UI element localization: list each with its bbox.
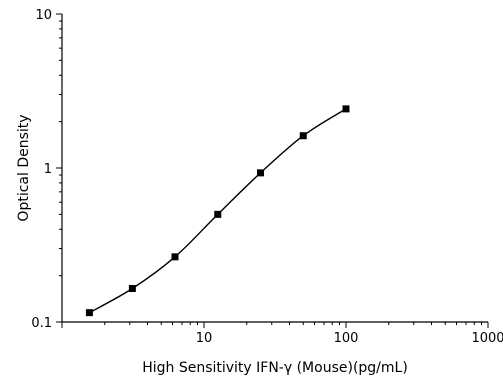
y-tick-label: 10: [35, 8, 52, 23]
y-tick-label: 1: [44, 162, 52, 177]
x-tick-label: 100: [334, 331, 359, 346]
x-axis-label: High Sensitivity IFN-γ (Mouse)(pg/mL): [142, 360, 408, 376]
data-point: [342, 105, 350, 113]
axes: [56, 13, 489, 328]
fit-curve-layer: [89, 108, 347, 314]
data-point: [128, 285, 136, 293]
x-tick-label: 1000: [471, 331, 503, 346]
y-tick-label: 0.1: [31, 316, 52, 331]
data-point: [171, 253, 179, 261]
fit-curve: [89, 108, 347, 314]
data-points-layer: [85, 105, 350, 317]
data-point: [214, 210, 222, 218]
tick-labels: 10 100 1000 0.1 1 10: [31, 8, 503, 346]
data-point: [299, 132, 307, 140]
data-point: [85, 309, 93, 317]
y-axis-label: Optical Density: [16, 114, 32, 221]
x-tick-label: 10: [196, 331, 213, 346]
data-point: [257, 169, 265, 177]
